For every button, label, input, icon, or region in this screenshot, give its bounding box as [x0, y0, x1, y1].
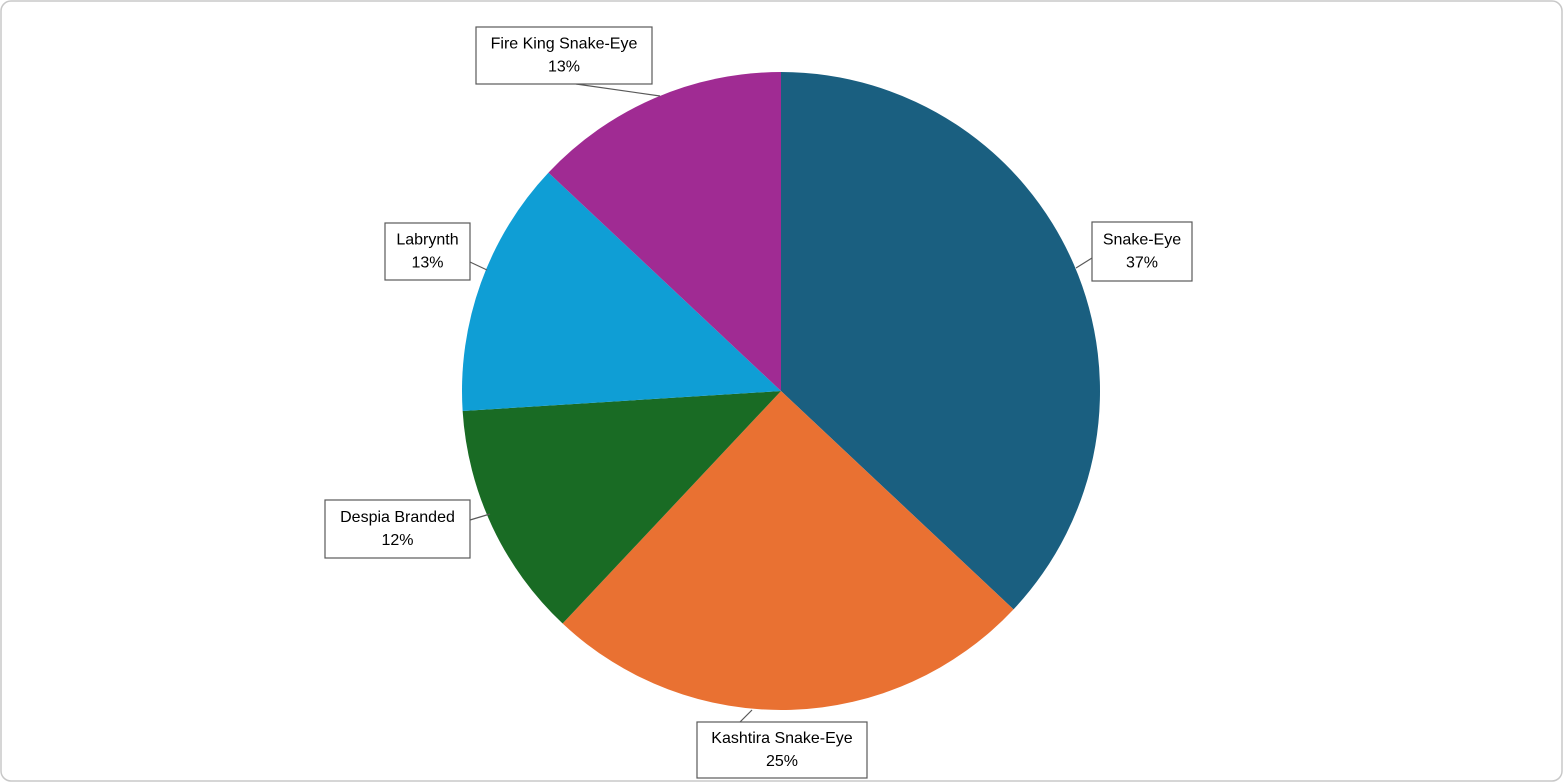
data-label-name: Labrynth — [396, 232, 458, 249]
data-label-box — [1091, 221, 1193, 282]
data-label-name: Snake-Eye — [1103, 232, 1181, 249]
data-label-box — [696, 721, 868, 779]
leader-line — [575, 83, 661, 97]
pie-slice — [462, 172, 781, 412]
leader-line — [469, 261, 488, 271]
data-label-value: 13% — [411, 255, 443, 272]
pie-slice — [781, 72, 1100, 610]
leader-line — [739, 709, 753, 723]
data-label-value: 13% — [548, 59, 580, 76]
data-label-name: Fire King Snake-Eye — [491, 36, 638, 53]
data-label-value: 12% — [381, 532, 413, 549]
data-label-value: 25% — [766, 753, 798, 770]
data-label-value: 37% — [1126, 255, 1158, 272]
leader-line — [469, 513, 491, 521]
pie-slice — [462, 391, 781, 624]
leader-line — [1075, 257, 1093, 269]
data-label-box — [384, 222, 471, 281]
data-label-name: Despia Branded — [340, 509, 455, 526]
data-label-box — [324, 499, 471, 559]
pie-slice — [548, 72, 781, 391]
pie-slice — [562, 391, 1014, 710]
data-label-name: Kashtira Snake-Eye — [711, 730, 853, 747]
data-label-box — [475, 26, 653, 85]
